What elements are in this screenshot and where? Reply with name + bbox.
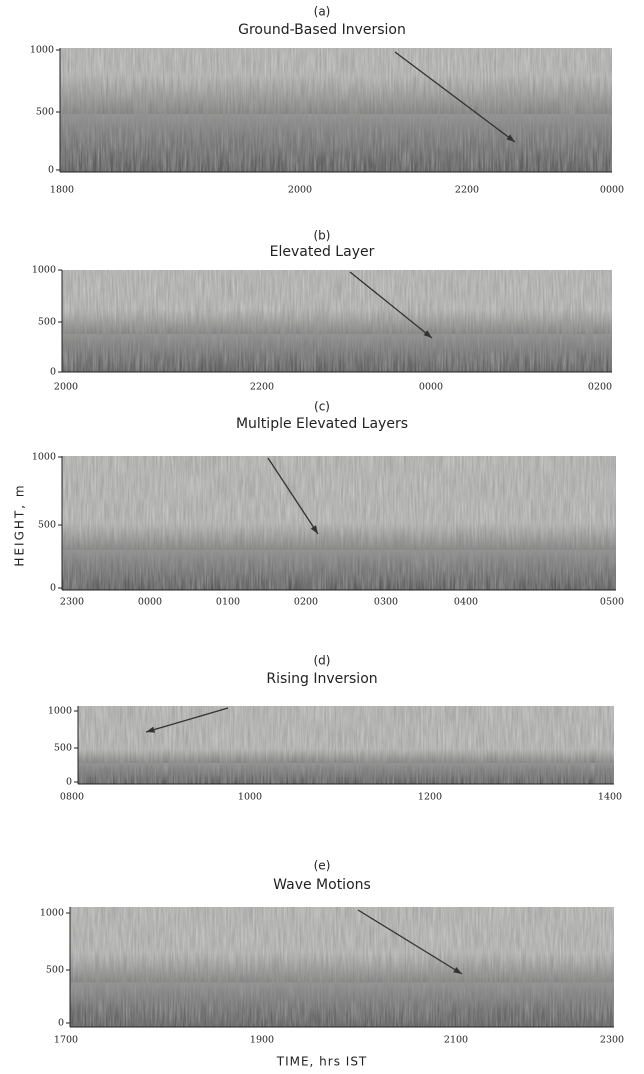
y-tick-label: 500 [54,743,72,754]
y-tick-label: 500 [38,317,56,328]
x-axis-label: TIME, hrs IST [276,1055,368,1069]
x-tick-label: 1000 [238,792,262,803]
panel-title: Wave Motions [273,877,371,893]
x-tick-label: 2200 [455,185,479,196]
panel-label: (e) [314,859,331,873]
panel-label: (c) [314,400,330,414]
panel-label: (b) [314,229,331,243]
echo-layer-texture [60,114,612,172]
panel-title: Ground-Based Inversion [238,22,406,38]
y-tick-label: 1000 [40,908,64,919]
x-tick-label: 0300 [374,597,398,608]
y-tick-label: 500 [46,965,64,976]
x-tick-label: 1200 [418,792,442,803]
x-tick-label: 1700 [54,1035,78,1046]
x-tick-label: 0400 [454,597,478,608]
echo-layer-texture [62,334,612,372]
x-tick-label: 0000 [600,185,624,196]
panel-title: Elevated Layer [270,244,375,260]
x-tick-label: 0800 [60,792,84,803]
echo-layer-texture [62,550,616,590]
x-tick-label: 2000 [288,185,312,196]
panel-title: Multiple Elevated Layers [236,416,408,432]
x-tick-label: 1800 [50,185,74,196]
x-tick-label: 2300 [60,597,84,608]
x-tick-label: 2100 [444,1035,468,1046]
x-tick-label: 2300 [600,1035,624,1046]
x-tick-label: 0200 [588,382,612,393]
panel-label: (a) [314,5,331,19]
page: {"panels": [ {"label": "(a)", "title": "… [0,0,644,1074]
echo-layer-texture [70,982,614,1027]
y-tick-label: 0 [50,367,56,378]
y-axis-label: HEIGHT, m [13,483,27,566]
figure: HEIGHT, m TIME, hrs IST (a) Ground-Based … [0,0,644,1074]
y-tick-label: 0 [48,165,54,176]
x-tick-label: 0000 [138,597,162,608]
x-tick-label: 2000 [54,382,78,393]
echo-layer-texture [78,763,614,784]
x-tick-label: 0000 [419,382,443,393]
y-tick-label: 1000 [32,452,56,463]
y-tick-label: 0 [50,583,56,594]
x-tick-label: 0200 [294,597,318,608]
x-tick-label: 2200 [250,382,274,393]
y-tick-label: 0 [66,777,72,788]
panel-label: (d) [314,654,331,668]
panel-title: Rising Inversion [266,671,377,687]
y-tick-label: 1000 [30,45,54,56]
x-tick-label: 0500 [600,597,624,608]
x-tick-label: 1900 [250,1035,274,1046]
y-tick-label: 0 [58,1018,64,1029]
x-tick-label: 1400 [598,792,622,803]
y-tick-label: 500 [38,520,56,531]
y-tick-label: 1000 [48,706,72,717]
x-tick-label: 0100 [216,597,240,608]
y-tick-label: 500 [36,107,54,118]
y-tick-label: 1000 [32,265,56,276]
